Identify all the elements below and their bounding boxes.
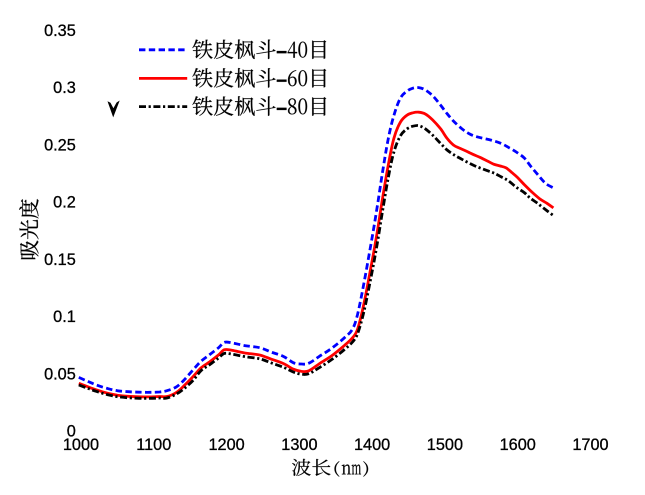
svg-text:0.35: 0.35 <box>44 22 76 40</box>
svg-text:0.25: 0.25 <box>44 137 76 155</box>
svg-text:0.05: 0.05 <box>44 365 76 383</box>
svg-text:0.3: 0.3 <box>53 79 76 97</box>
svg-text:0.1: 0.1 <box>53 308 76 326</box>
svg-text:1600: 1600 <box>500 436 536 454</box>
svg-text:1300: 1300 <box>281 436 317 454</box>
svg-text:0: 0 <box>67 423 76 441</box>
svg-text:1500: 1500 <box>427 436 463 454</box>
svg-text:1700: 1700 <box>572 436 608 454</box>
svg-text:1000: 1000 <box>63 436 99 454</box>
svg-text:0.15: 0.15 <box>44 251 76 269</box>
svg-text:1400: 1400 <box>354 436 390 454</box>
svg-text:1200: 1200 <box>208 436 244 454</box>
svg-text:0.2: 0.2 <box>53 194 76 212</box>
svg-text:1100: 1100 <box>136 436 171 454</box>
